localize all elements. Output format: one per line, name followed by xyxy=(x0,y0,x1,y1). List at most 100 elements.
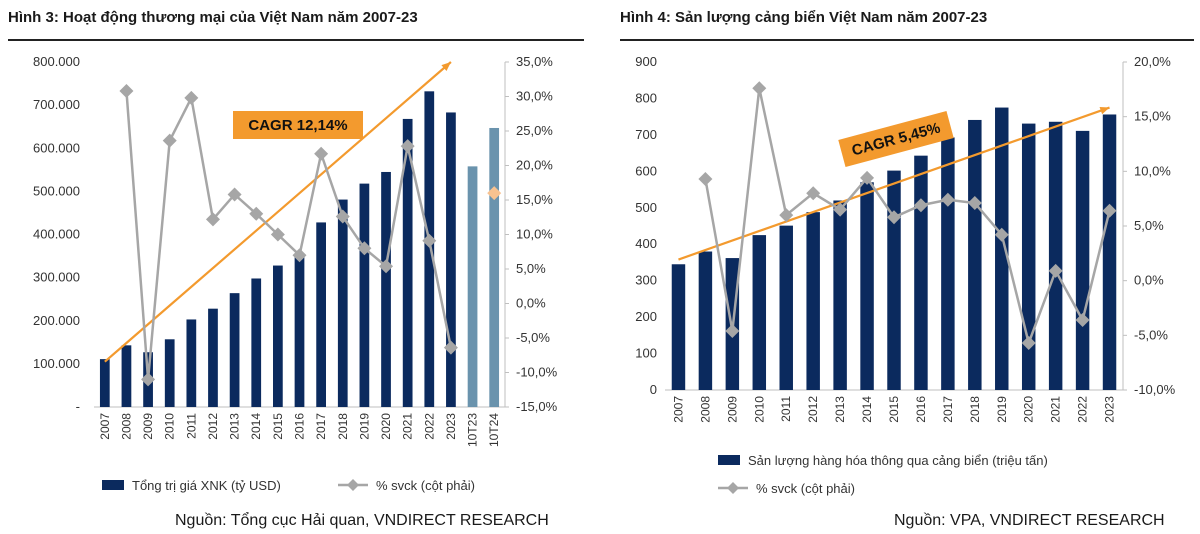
legend-bar-swatch xyxy=(102,480,124,490)
cagr-box xyxy=(838,110,954,168)
category-label: 2018 xyxy=(968,396,982,423)
category-label: 2018 xyxy=(336,413,350,440)
growth-marker xyxy=(249,206,264,221)
bar xyxy=(752,235,767,390)
category-label: 2011 xyxy=(184,413,198,439)
growth-marker xyxy=(292,248,307,263)
right-axis-tick-label: 35,0% xyxy=(516,54,553,69)
left-axis-tick-label: 700.000 xyxy=(33,97,80,112)
legend-bar-swatch xyxy=(718,455,740,465)
category-label: 2016 xyxy=(293,413,307,440)
right-axis-tick-label: 20,0% xyxy=(1134,54,1171,69)
chart-panel-port: Hình 4: Sản lượng cảng biển Việt Nam năm… xyxy=(612,0,1200,534)
bar xyxy=(806,212,820,390)
bar xyxy=(121,345,132,407)
category-label: 2021 xyxy=(401,413,415,440)
category-label: 2013 xyxy=(833,396,847,423)
left-axis-tick-label: 800.000 xyxy=(33,54,80,69)
right-axis-tick-label: -5,0% xyxy=(1134,327,1168,342)
bar xyxy=(294,255,305,407)
growth-marker xyxy=(860,170,875,185)
category-label: 2009 xyxy=(141,413,155,440)
bar xyxy=(914,155,928,390)
title-rule xyxy=(620,39,1194,41)
right-axis-tick-label: 10,0% xyxy=(516,227,553,242)
growth-marker xyxy=(270,227,285,242)
growth-marker xyxy=(779,208,794,223)
source-note: Nguồn: Tổng cục Hải quan, VNDIRECT RESEA… xyxy=(175,512,549,529)
growth-line xyxy=(125,90,453,380)
growth-marker xyxy=(1102,203,1117,218)
category-label: 10T23 xyxy=(466,413,480,447)
left-axis-tick-label: 600 xyxy=(635,163,657,178)
bar xyxy=(251,278,262,407)
right-axis-tick-label: 5,0% xyxy=(516,261,546,276)
right-axis-tick-label: 15,0% xyxy=(516,192,553,207)
left-axis-tick-label: 200.000 xyxy=(33,313,80,328)
left-axis-tick-label: 500 xyxy=(635,200,657,215)
bar xyxy=(671,264,686,390)
growth-marker xyxy=(833,202,848,217)
growth-marker xyxy=(725,323,740,338)
chart-panel-trade: Hình 3: Hoạt động thương mại của Việt Na… xyxy=(0,0,590,534)
growth-line xyxy=(704,87,1111,348)
bar xyxy=(833,200,847,390)
bar xyxy=(273,265,283,407)
trend-arrowhead xyxy=(441,62,451,71)
left-axis-tick-label: 500.000 xyxy=(33,183,80,198)
bar xyxy=(860,182,874,390)
category-label: 2022 xyxy=(422,413,436,440)
bar xyxy=(698,251,713,390)
right-axis-tick-label: 25,0% xyxy=(516,123,553,138)
left-axis-tick-label: 600.000 xyxy=(33,140,80,155)
left-axis-tick-label: 300.000 xyxy=(33,270,80,285)
legend-line-label: % svck (cột phải) xyxy=(756,481,855,496)
bar xyxy=(1048,121,1063,390)
bar xyxy=(186,319,197,407)
bar xyxy=(381,171,391,407)
bar xyxy=(208,308,218,407)
growth-marker xyxy=(357,241,372,256)
growth-marker xyxy=(400,139,415,154)
category-label: 2017 xyxy=(314,413,328,440)
category-label: 2011 xyxy=(779,396,793,422)
category-label: 2007 xyxy=(98,413,112,440)
category-label: 2023 xyxy=(444,413,458,440)
bar xyxy=(229,293,240,407)
growth-marker xyxy=(119,83,134,98)
right-axis-tick-label: -10,0% xyxy=(1134,382,1176,397)
growth-marker xyxy=(940,192,955,207)
trend-arrowhead xyxy=(1099,106,1110,115)
growth-marker-highlight xyxy=(487,186,502,201)
growth-marker xyxy=(422,233,437,248)
growth-marker xyxy=(1075,313,1090,328)
category-label: 2015 xyxy=(271,413,285,440)
bar xyxy=(779,225,793,390)
legend-bar-label: Tổng trị giá XNK (tỷ USD) xyxy=(132,478,281,493)
bar xyxy=(941,137,955,390)
legend-line-label: % svck (cột phải) xyxy=(376,478,475,493)
category-label: 2013 xyxy=(228,413,242,440)
left-axis-tick-label: 300 xyxy=(635,273,657,288)
left-axis-tick-label: 200 xyxy=(635,309,657,324)
chart-title: Hình 4: Sản lượng cảng biển Việt Nam năm… xyxy=(620,9,988,26)
category-label: 2014 xyxy=(860,396,874,423)
category-label: 2016 xyxy=(914,396,928,423)
trend-line xyxy=(104,61,452,363)
right-axis-tick-label: 15,0% xyxy=(1134,109,1171,124)
left-axis-tick-label: 100 xyxy=(635,346,657,361)
growth-marker xyxy=(314,146,329,161)
cagr-label: CAGR 12,14% xyxy=(248,117,347,134)
category-label: 2007 xyxy=(671,396,685,423)
bar xyxy=(968,119,982,391)
right-axis-tick-label: -5,0% xyxy=(516,330,550,345)
category-label: 2021 xyxy=(1049,396,1063,423)
cagr-annotation: CAGR 5,45% xyxy=(838,110,954,168)
bar-light xyxy=(489,127,500,407)
right-axis-tick-label: 30,0% xyxy=(516,89,553,104)
right-axis-tick-label: -10,0% xyxy=(516,365,558,380)
bar xyxy=(402,118,413,408)
category-label: 2017 xyxy=(941,396,955,423)
bar xyxy=(337,199,348,407)
trade-chart: - 100.000 200.000 300.000 400.000 500.000 600.… xyxy=(33,54,558,493)
